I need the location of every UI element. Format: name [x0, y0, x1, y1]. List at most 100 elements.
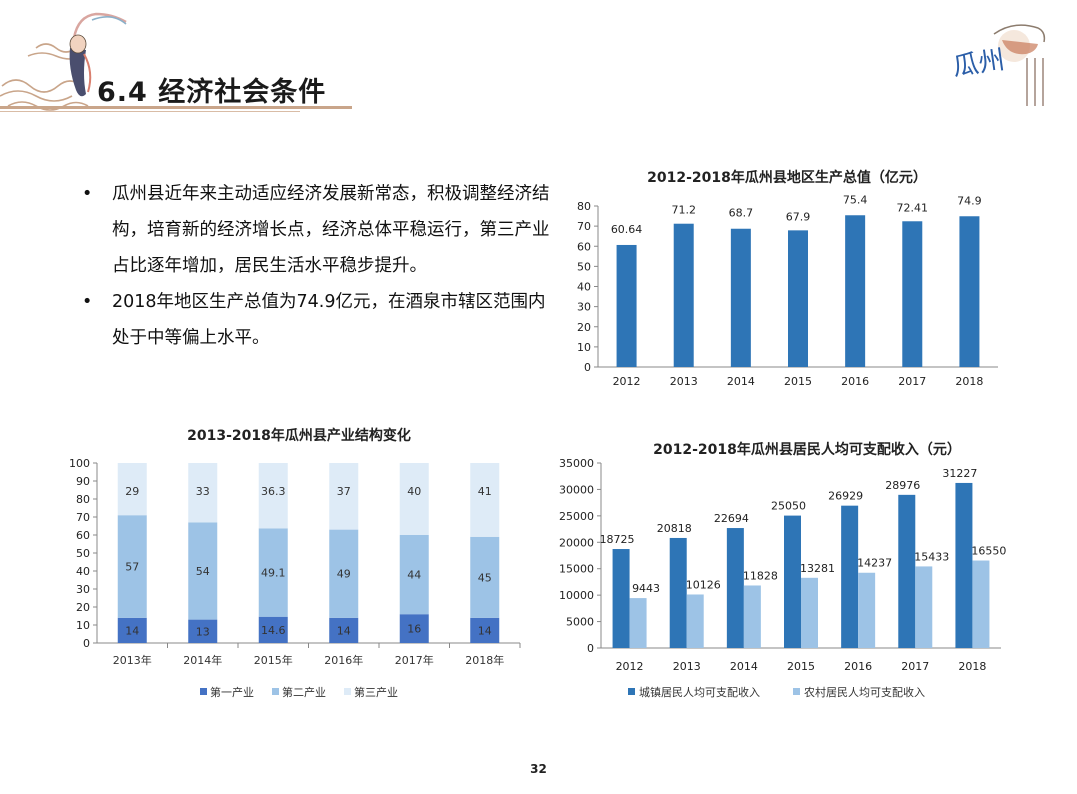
y-tick-label: 0: [587, 642, 594, 655]
data-label: 16550: [971, 545, 1006, 558]
data-label: 9443: [632, 582, 660, 595]
x-tick-label: 2014: [730, 660, 758, 673]
logo-subtext-icon: [1026, 58, 1044, 106]
guazhou-logo: 瓜州: [951, 24, 1046, 106]
x-tick-label: 2018: [958, 660, 986, 673]
y-tick-label: 5000: [566, 616, 594, 629]
y-tick-label: 50: [577, 260, 591, 273]
data-label: 57: [125, 561, 139, 574]
bar: [612, 549, 630, 648]
data-label: 14: [478, 624, 492, 637]
data-label: 37: [337, 485, 351, 498]
bar: [915, 566, 933, 648]
data-label: 22694: [714, 512, 749, 525]
bar: [858, 572, 876, 648]
legend-label: 农村居民人均可支配收入: [804, 685, 925, 699]
industry-structure-chart: 2013-2018年瓜州县产业结构变化 0 10 20 30 40 50 60 70 80 90 10…: [69, 427, 521, 699]
bar: [726, 528, 744, 648]
data-label: 41: [478, 485, 492, 498]
bar: [686, 594, 704, 648]
bar: [898, 494, 916, 648]
bar-segment: [329, 463, 359, 530]
data-label: 15433: [914, 550, 949, 563]
y-tick-label: 15000: [559, 563, 594, 576]
data-label: 36.3: [261, 485, 286, 498]
bar-segment: [470, 463, 500, 537]
bar-segment: [117, 463, 147, 516]
y-tick-label: 70: [76, 511, 90, 524]
x-tick-label: 2015: [784, 375, 812, 388]
bullet-text: 2018年地区生产总值为74.9亿元，在酒泉市辖区范围内处于中等偏上水平。: [112, 292, 546, 348]
data-label: 67.9: [786, 210, 811, 223]
y-tick-label: 10000: [559, 589, 594, 602]
data-label: 54: [196, 565, 210, 578]
data-label: 45: [478, 571, 492, 584]
data-label: 72.41: [897, 201, 929, 214]
legend-label: 城镇居民人均可支配收入: [639, 685, 760, 699]
bar-segment: [399, 463, 429, 535]
legend-swatch: [344, 688, 351, 695]
bar-segment: [399, 535, 429, 615]
x-tick-label: 2017: [898, 375, 926, 388]
bullet-text: 瓜州县近年来主动适应经济发展新常态，积极调整经济结构，培育新的经济增长点，经济总…: [112, 184, 550, 276]
bar: [616, 244, 637, 367]
bar-segment: [329, 529, 359, 618]
data-label: 44: [407, 569, 421, 582]
x-tick-label: 2016: [844, 660, 872, 673]
bar-segment: [188, 619, 218, 643]
data-label: 11828: [743, 569, 778, 582]
flying-figure-icon: [69, 12, 127, 97]
y-tick-label: 0: [83, 637, 90, 650]
x-tick-label: 2018: [955, 375, 983, 388]
chart-title: 2012-2018年瓜州县地区生产总值（亿元）: [647, 169, 927, 186]
logo-text: 瓜州: [951, 45, 1007, 82]
bar-segment: [188, 522, 218, 620]
data-label: 13281: [800, 562, 835, 575]
y-tick-label: 35000: [559, 457, 594, 470]
x-tick-label: 2018年: [465, 653, 504, 667]
x-tick-label: 2017: [901, 660, 929, 673]
bar: [841, 505, 859, 648]
y-tick-label: 90: [76, 475, 90, 488]
data-label: 49.1: [261, 567, 286, 580]
page-title: 6.4 经济社会条件: [97, 77, 327, 108]
income-chart: 2012-2018年瓜州县居民人均可支配收入（元） 0 5000 10000 15000…: [559, 441, 1006, 699]
bullet-list: • 瓜州县近年来主动适应经济发展新常态，积极调整经济结构，培育新的经济增长点，经…: [82, 176, 552, 356]
bar-segment: [470, 536, 500, 618]
data-label: 13: [196, 625, 210, 638]
data-label: 25050: [771, 500, 806, 513]
x-tick-label: 2014: [727, 375, 755, 388]
y-tick-label: 20: [577, 321, 591, 334]
legend-swatch: [200, 688, 207, 695]
x-tick-label: 2013: [673, 660, 701, 673]
y-tick-label: 20: [76, 601, 90, 614]
x-tick-label: 2013年: [113, 653, 152, 667]
data-label: 74.9: [957, 194, 982, 207]
x-tick-label: 2012: [616, 660, 644, 673]
data-label: 40: [407, 485, 421, 498]
data-label: 14: [125, 624, 139, 637]
data-label: 49: [337, 568, 351, 581]
data-label: 18725: [600, 533, 635, 546]
y-tick-label: 25000: [559, 510, 594, 523]
data-label: 68.7: [729, 207, 754, 220]
legend-swatch: [793, 688, 800, 695]
data-label: 60.64: [611, 223, 643, 236]
bar: [959, 216, 980, 367]
x-tick-label: 2017年: [395, 653, 434, 667]
y-tick-label: 10: [577, 341, 591, 354]
bar: [673, 223, 694, 367]
bar: [902, 221, 923, 367]
y-tick-label: 10: [76, 619, 90, 632]
bar-segment: [117, 617, 147, 643]
y-tick-label: 70: [577, 220, 591, 233]
gdp-chart: 2012-2018年瓜州县地区生产总值（亿元） 0 10 20 30 40 50 60 70 80…: [577, 169, 998, 388]
title-underline: [0, 106, 352, 112]
data-label: 26929: [828, 490, 863, 503]
bullet-item: • 瓜州县近年来主动适应经济发展新常态，积极调整经济结构，培育新的经济增长点，经…: [82, 176, 552, 284]
bar-segment: [258, 463, 288, 529]
bar-segment: [258, 528, 288, 617]
bar-segment: [117, 515, 147, 618]
data-label: 28976: [885, 479, 920, 492]
bar: [972, 560, 990, 648]
